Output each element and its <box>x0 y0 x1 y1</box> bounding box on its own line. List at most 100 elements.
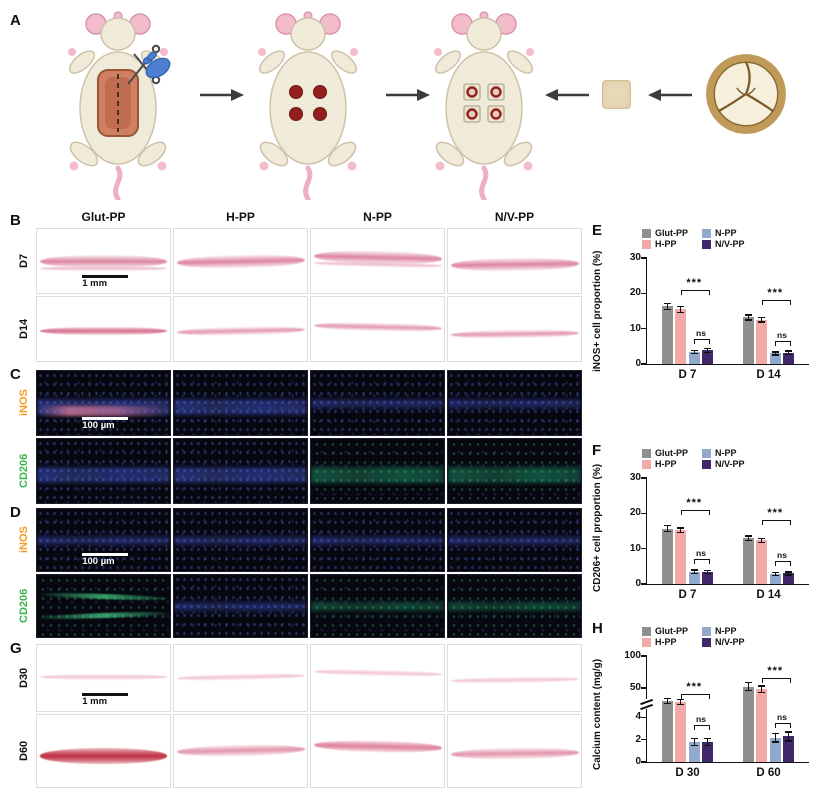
micrograph-ar-d30-glut-pp: 1 mm <box>36 644 171 712</box>
column-header-glut-pp: Glut-PP <box>81 210 126 224</box>
error-bar <box>707 348 709 353</box>
bar-Glut-PP <box>661 700 673 762</box>
legend-item: N/V-PP <box>702 637 745 647</box>
significance-bracket <box>694 338 710 344</box>
panel-letter-a: A <box>10 12 21 29</box>
y-tick-label: 0 <box>635 756 641 767</box>
scale-bar-label: 1 mm <box>82 695 108 707</box>
legend: Glut-PP N-PP H-PP N/V-PP <box>642 228 745 249</box>
significance-label: ns <box>696 548 706 559</box>
error-bar <box>788 731 790 741</box>
y-tick-label: 10 <box>629 322 641 334</box>
error-bar-cap <box>744 535 752 537</box>
error-bar-cap <box>744 314 752 316</box>
arrow-left-icon <box>648 89 692 101</box>
bar-Glut-PP <box>742 538 754 584</box>
y-axis-label: iNOS+ cell proportion (%) <box>592 250 603 372</box>
bar-Glut-PP <box>742 317 754 364</box>
y-axis-label: CD206+ cell proportion (%) <box>592 463 603 592</box>
panel-g-grid: 1 mm <box>36 644 582 788</box>
tissue-streak <box>313 739 442 754</box>
error-bar-cap <box>771 574 779 576</box>
fluorescence-band <box>448 399 581 409</box>
fluorescence-band-pink <box>37 405 170 416</box>
error-bar <box>788 571 790 575</box>
error-bar-cap <box>690 353 698 355</box>
error-bar <box>707 738 709 746</box>
legend-label: N/V-PP <box>715 637 745 647</box>
error-bar-cap <box>704 347 712 349</box>
glove-icon <box>142 51 171 79</box>
error-bar-cap <box>690 572 698 575</box>
micrograph-ar-d60-glut-pp <box>36 714 171 788</box>
y-tick-label: 30 <box>629 252 641 263</box>
tissue-streak <box>39 266 168 272</box>
legend-swatch <box>642 626 651 636</box>
legend-swatch <box>642 637 651 647</box>
y-tick-mark <box>641 761 647 763</box>
scale-bar-line <box>82 417 129 420</box>
error-bar <box>680 699 682 705</box>
plot-area: 0 10 20 30 D 7 D 14 *** ns *** ns <box>630 252 809 381</box>
y-tick-mark <box>641 583 647 585</box>
fluorescence-band <box>174 467 307 484</box>
y-tick-mark <box>641 687 647 689</box>
error-bar-cap <box>663 697 671 699</box>
bar-Glut-PP <box>742 686 754 762</box>
row-label-inos: iNOS <box>18 526 30 554</box>
chart-inos-proportion: Glut-PP N-PP H-PP N/V-PP iNOS+ cell proport… <box>590 226 824 404</box>
bar-N-PP <box>688 741 700 762</box>
significance-label: *** <box>686 496 703 509</box>
error-bar-cap <box>677 698 685 701</box>
fluorescence-band <box>37 536 170 546</box>
arrow-left-icon <box>545 89 589 101</box>
fluorescence-band <box>448 536 581 546</box>
micrograph-ar-d30-n-pp <box>310 644 445 712</box>
chart-calcium-content: Glut-PP N-PP H-PP N/V-PP Calcium content (m… <box>590 624 824 802</box>
error-bar-cap <box>744 539 752 541</box>
bar-H-PP <box>756 319 768 364</box>
micrograph-if-cd206-n-pp <box>310 438 445 504</box>
micrograph-ar-d60-nv-pp <box>447 714 582 788</box>
y-tick-mark <box>641 512 647 515</box>
error-bar-cap <box>663 530 671 533</box>
legend-label: N-PP <box>715 448 737 458</box>
error-bar-cap <box>677 311 685 313</box>
y-tick-mark <box>641 738 647 741</box>
error-bar-cap <box>758 317 766 319</box>
x-category-label: D 7 <box>678 369 697 381</box>
y-tick-label: 0 <box>635 578 641 589</box>
error-bar <box>761 317 763 322</box>
error-bar <box>761 685 763 693</box>
error-bar-cap <box>785 350 793 352</box>
y-tick-label: 50 <box>629 681 641 693</box>
y-tick-label: 20 <box>629 287 641 299</box>
tissue-streak <box>450 329 579 339</box>
row-label-d30: D30 <box>18 667 30 689</box>
error-bar <box>666 698 668 704</box>
legend-label: N/V-PP <box>715 459 745 469</box>
green-tissue-streak <box>39 611 168 621</box>
tissue-streak <box>176 743 305 758</box>
arrow-right-icon <box>200 89 244 101</box>
bar-H-PP <box>675 309 687 364</box>
bar-N/V-PP <box>702 350 714 364</box>
legend-item: N/V-PP <box>702 239 745 249</box>
y-tick-label: 10 <box>629 542 641 554</box>
tissue-streak <box>39 327 168 336</box>
legend: Glut-PP N-PP H-PP N/V-PP <box>642 626 745 647</box>
error-bar <box>747 314 749 320</box>
legend-item: N-PP <box>702 448 745 458</box>
legend-item: N-PP <box>702 228 745 238</box>
micrograph-if2-inos-h-pp <box>173 508 308 572</box>
bar-N/V-PP <box>702 571 714 584</box>
significance-bracket <box>775 340 791 346</box>
error-bar-cap <box>663 702 671 704</box>
fluorescence-band <box>174 536 307 546</box>
micrograph-if2-inos-glut-pp: 100 µm <box>36 508 171 572</box>
mouse-patch-illustration <box>434 11 534 200</box>
significance-label: ns <box>777 550 787 561</box>
error-bar-cap <box>704 744 712 746</box>
legend-item: N/V-PP <box>702 459 745 469</box>
legend-swatch <box>702 239 711 249</box>
